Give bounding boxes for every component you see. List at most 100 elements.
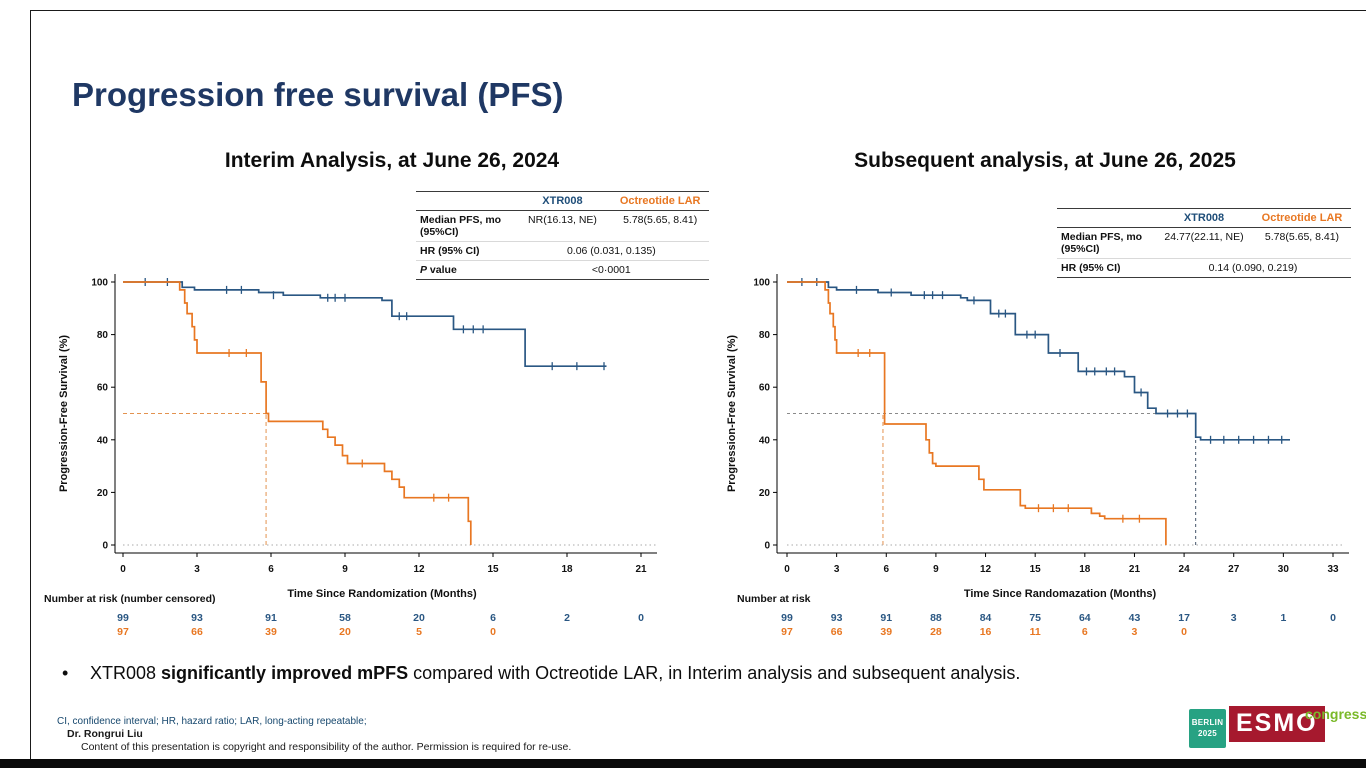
x-tick-label: 27 [1228, 564, 1240, 575]
table-header-row: XTR008 Octreotide LAR [416, 192, 709, 211]
risk-count: 99 [117, 612, 129, 624]
row-label-median-pfs: Median PFS, mo (95%CI) [1061, 231, 1143, 255]
col-header-octreotide: Octreotide LAR [619, 195, 701, 207]
risk-count: 3 [1132, 626, 1138, 638]
risk-count: 17 [1178, 612, 1190, 624]
risk-count: 93 [191, 612, 203, 624]
bullet-text-pre: XTR008 [90, 663, 162, 683]
median-pfs-octreotide: 5.78(5.65, 8.41) [623, 214, 698, 226]
x-tick-label: 15 [487, 564, 499, 575]
risk-count: 0 [638, 612, 644, 624]
x-tick-label: 9 [933, 564, 939, 575]
table-row: HR (95% CI) 0.06 (0.031, 0.135) [416, 242, 709, 261]
risk-count: 58 [339, 612, 351, 624]
risk-count: 93 [831, 612, 843, 624]
risk-count: 0 [1181, 626, 1187, 638]
risk-count: 11 [1030, 626, 1041, 638]
empty-header-cell [1057, 209, 1155, 228]
key-finding-bullet: • XTR008 significantly improved mPFS comp… [62, 663, 1302, 684]
col-header-octreotide: Octreotide LAR [1261, 212, 1343, 224]
risk-count: 75 [1029, 612, 1041, 624]
y-tick-label: 20 [97, 488, 109, 499]
risk-count: 16 [980, 626, 992, 638]
table-row: Median PFS, mo (95%CI) NR(16.13, NE) 5.7… [416, 211, 709, 242]
risk-count: 3 [1231, 612, 1237, 624]
x-tick-label: 3 [194, 564, 200, 575]
x-tick-label: 21 [635, 564, 647, 575]
km-curve-Octreotide LAR [123, 281, 472, 545]
abbreviations-footnote: CI, confidence interval; HR, hazard rati… [57, 716, 367, 727]
author-name: Dr. Rongrui Liu [67, 728, 143, 740]
risk-count: 39 [265, 626, 277, 638]
y-tick-label: 0 [102, 541, 108, 552]
p-value: <0·0001 [591, 264, 631, 276]
berlin-label: BERLIN [1191, 718, 1224, 728]
risk-count: 64 [1079, 612, 1091, 624]
risk-count: 66 [191, 626, 203, 638]
row-label-hr: HR (95% CI) [1061, 262, 1121, 274]
esmo-logo-text: ESMO [1229, 706, 1325, 742]
risk-count: 6 [1082, 626, 1088, 638]
table-row: HR (95% CI) 0.14 (0.090, 0.219) [1057, 259, 1351, 278]
congress-label: congress [1305, 706, 1366, 722]
berlin-2025-badge: BERLIN 2025 [1189, 709, 1226, 748]
risk-count: 20 [413, 612, 425, 624]
risk-count: 2 [564, 612, 570, 624]
risk-count: 1 [1280, 612, 1286, 624]
x-tick-label: 6 [268, 564, 274, 575]
table-row: Median PFS, mo (95%CI) 24.77(22.11, NE) … [1057, 228, 1351, 259]
y-tick-label: 80 [759, 330, 771, 341]
risk-count: 97 [117, 626, 129, 638]
risk-count: 20 [339, 626, 351, 638]
risk-count: 66 [831, 626, 843, 638]
x-tick-label: 18 [561, 564, 573, 575]
bullet-icon: • [62, 663, 69, 683]
esmo-congress-logo: BERLIN 2025 ESMO congress [1176, 698, 1366, 759]
x-tick-label: 33 [1327, 564, 1339, 575]
x-tick-label: 30 [1278, 564, 1290, 575]
row-label-pvalue: P value [420, 264, 457, 276]
km-curve-XTR008 [123, 281, 607, 368]
hr-value: 0.14 (0.090, 0.219) [1208, 262, 1298, 274]
stats-table-interim: XTR008 Octreotide LAR Median PFS, mo (95… [416, 191, 709, 280]
col-header-xtr008: XTR008 [1183, 212, 1225, 224]
risk-count: 43 [1129, 612, 1141, 624]
median-pfs-octreotide: 5.78(5.65, 8.41) [1264, 231, 1340, 243]
row-label-median-pfs: Median PFS, mo (95%CI) [420, 214, 502, 238]
risk-count: 6 [490, 612, 496, 624]
y-tick-label: 40 [759, 435, 771, 446]
x-tick-label: 12 [413, 564, 425, 575]
y-tick-label: 40 [97, 435, 109, 446]
year-label: 2025 [1198, 728, 1217, 738]
median-pfs-xtr008: NR(16.13, NE) [528, 214, 597, 226]
table-row: P value <0·0001 [416, 261, 709, 280]
km-curve-XTR008 [787, 281, 1290, 441]
x-axis-title: Time Since Randomazation (Months) [964, 588, 1157, 600]
panel-heading-subsequent: Subsequent analysis, at June 26, 2025 [854, 149, 1236, 172]
empty-header-cell [416, 192, 514, 211]
y-tick-label: 60 [759, 383, 771, 394]
risk-count: 84 [980, 612, 992, 624]
row-label-hr: HR (95% CI) [420, 245, 480, 257]
risk-count: 91 [880, 612, 892, 624]
x-tick-label: 18 [1079, 564, 1091, 575]
bullet-text-bold: significantly improved mPFS [161, 663, 409, 683]
risk-table-heading-subsequent: Number at risk [737, 593, 811, 605]
km-curve-Octreotide LAR [787, 281, 1167, 545]
hr-value: 0.06 (0.031, 0.135) [566, 245, 656, 257]
risk-count: 97 [781, 626, 793, 638]
x-tick-label: 24 [1179, 564, 1191, 575]
risk-count: 91 [265, 612, 277, 624]
x-tick-label: 12 [980, 564, 992, 575]
median-pfs-xtr008: 24.77(22.11, NE) [1164, 231, 1244, 243]
x-axis-title: Time Since Randomization (Months) [287, 588, 477, 600]
x-tick-label: 9 [342, 564, 348, 575]
risk-count: 99 [781, 612, 793, 624]
risk-count: 28 [930, 626, 942, 638]
bottom-black-bar [0, 759, 1366, 768]
slide-title: Progression free survival (PFS) [72, 76, 564, 113]
y-tick-label: 0 [764, 541, 770, 552]
col-header-xtr008: XTR008 [542, 195, 583, 207]
